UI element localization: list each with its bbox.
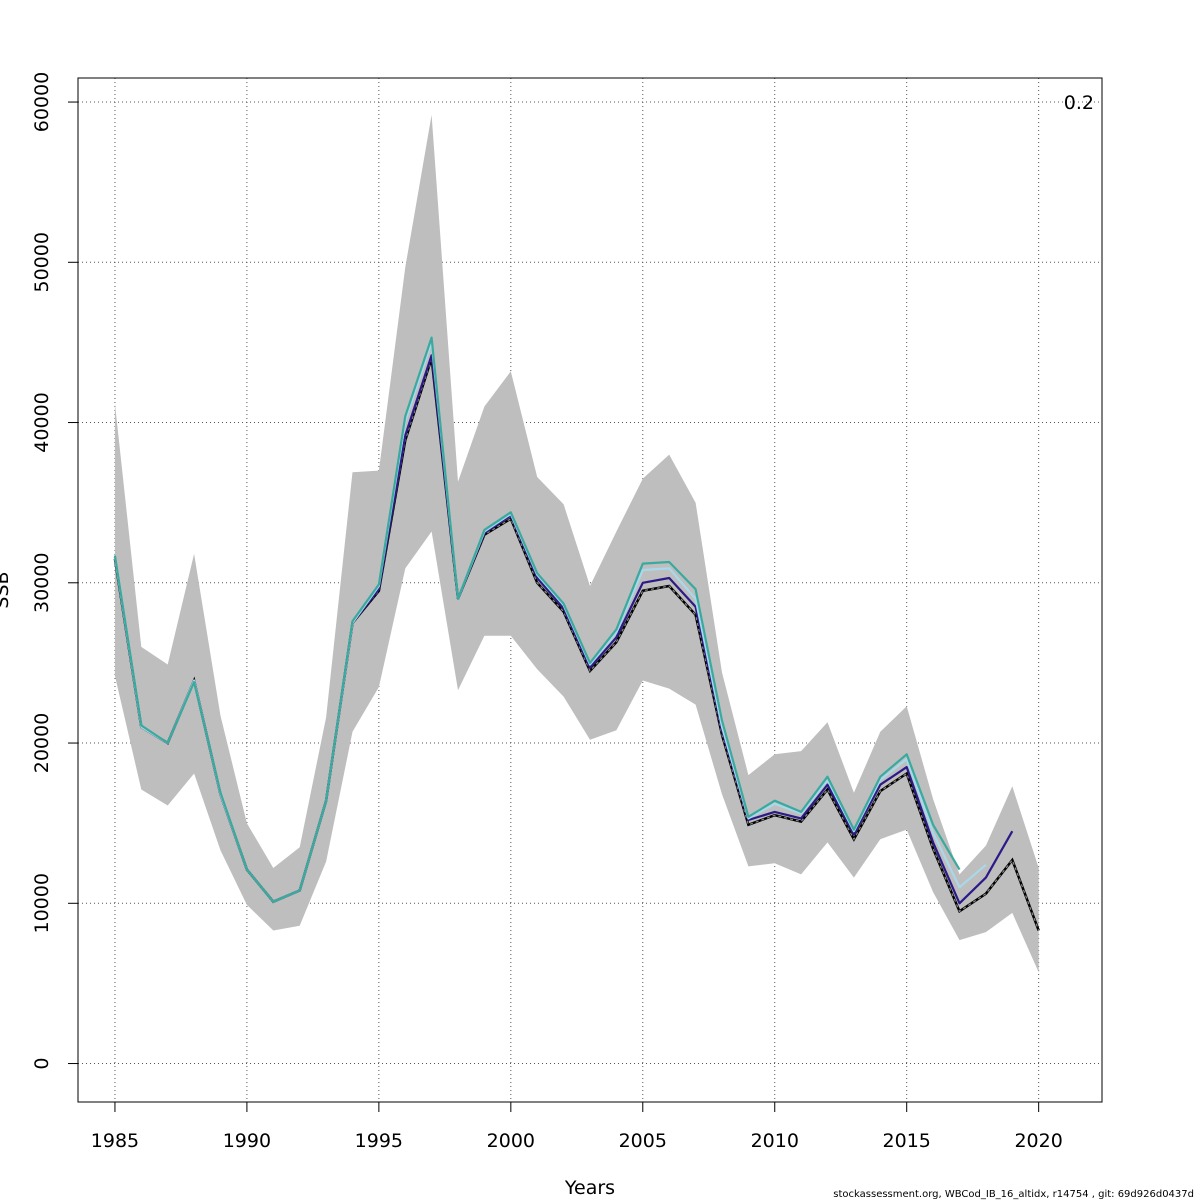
series-lines [113,336,1040,931]
confidence-band-area [114,114,1039,973]
y-axis: 0 10000 20000 30000 40000 50000 60000 [31,72,78,1070]
y-tick-label: 0 [31,1057,53,1069]
x-tick-label: 2020 [1014,1130,1062,1152]
y-tick-label: 30000 [31,553,53,613]
y-tick-label: 10000 [31,873,53,933]
y-tick-label: 40000 [31,392,53,452]
x-tick-label: 1985 [91,1130,139,1152]
x-axis: 1985 1990 1995 2000 2005 2010 2015 2020 [91,1102,1063,1152]
corner-label: 0.2 [1064,92,1094,114]
x-tick-label: 2005 [619,1130,667,1152]
y-axis-title: SSB [0,571,13,608]
x-tick-label: 2010 [751,1130,799,1152]
x-axis-title: Years [564,1177,615,1199]
confidence-band [114,114,1039,973]
y-tick-label: 60000 [31,72,53,132]
x-tick-label: 1990 [223,1130,271,1152]
y-tick-label: 50000 [31,232,53,292]
footer-note: stockassessment.org, WBCod_IB_16_altidx,… [833,1189,1194,1200]
y-tick-label: 20000 [31,713,53,773]
x-tick-label: 2015 [883,1130,931,1152]
x-tick-label: 1995 [355,1130,403,1152]
x-tick-label: 2000 [487,1130,535,1152]
plot-frame [77,77,1103,1103]
series-line-3 [113,336,961,903]
